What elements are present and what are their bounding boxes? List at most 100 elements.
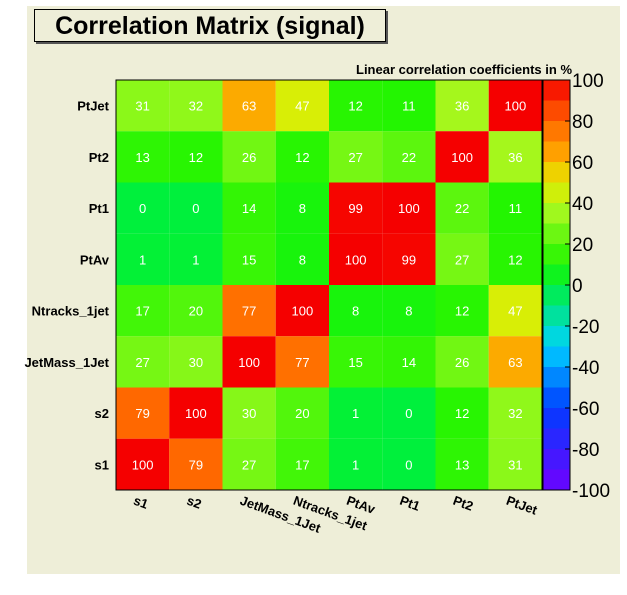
heatmap-cell [435, 387, 489, 439]
cell-value-label: 27 [135, 355, 149, 370]
heatmap-cell [329, 438, 383, 490]
cell-value-label: 1 [352, 457, 359, 472]
title-box: Correlation Matrix (signal) [34, 9, 386, 42]
chart-subtitle: Linear correlation coefficients in % [356, 62, 572, 77]
cell-value-label: 31 [135, 99, 149, 114]
colorbar-segment [543, 367, 570, 388]
cell-value-label: 0 [139, 201, 146, 216]
heatmap-cell [222, 387, 276, 439]
heatmap-cell [435, 80, 489, 132]
colorbar-tick-label: -60 [572, 399, 599, 420]
cell-value-label: 8 [405, 304, 412, 319]
heatmap-cell [329, 233, 383, 285]
colorbar-tick-label: 100 [572, 71, 604, 92]
heatmap-cell [116, 182, 170, 234]
heatmap-cell [169, 131, 223, 183]
colorbar-segment [543, 264, 570, 286]
y-tick-label: s1 [95, 457, 109, 472]
heatmap-cell [382, 233, 436, 285]
chart-title: Correlation Matrix (signal) [55, 12, 365, 40]
heatmap-cell [116, 80, 170, 132]
colorbar-segment [543, 223, 570, 245]
cell-value-label: 8 [299, 201, 306, 216]
cell-value-label: 63 [508, 355, 522, 370]
heatmap-cell [222, 131, 276, 183]
cell-value-label: 13 [135, 150, 149, 165]
cell-value-label: 12 [295, 150, 309, 165]
colorbar-segment [543, 449, 570, 470]
colorbar-tick-label: 80 [572, 112, 593, 133]
heatmap-cell [382, 387, 436, 439]
x-tick-label: Pt2 [451, 493, 475, 514]
cell-value-label: 11 [509, 201, 523, 216]
heatmap-cell [488, 233, 542, 285]
colorbar-tick-label: 40 [572, 194, 593, 215]
colorbar-tick-label: 0 [572, 276, 583, 297]
heatmap-cell [116, 131, 170, 183]
cell-value-label: 100 [132, 457, 154, 472]
cell-value-label: 100 [451, 150, 473, 165]
heatmap-cell [488, 80, 542, 132]
heatmap-cell [222, 336, 276, 388]
heatmap-cell [169, 233, 223, 285]
x-tick-label: s1 [132, 493, 151, 512]
heatmap-cell [275, 182, 329, 234]
heatmap-cell [169, 182, 223, 234]
cell-value-label: 100 [345, 252, 367, 267]
colorbar-segment [543, 244, 570, 265]
heatmap-cell [382, 336, 436, 388]
heatmap-cell [169, 387, 223, 439]
cell-value-label: 100 [238, 355, 260, 370]
heatmap-cell [116, 387, 170, 439]
cell-value-label: 1 [139, 252, 146, 267]
heatmap-cell [382, 182, 436, 234]
heatmap-cell [329, 336, 383, 388]
heatmap-cell [275, 80, 329, 132]
heatmap-cell [329, 131, 383, 183]
colorbar-segment [543, 203, 570, 224]
colorbar-segment [543, 182, 570, 204]
cell-value-label: 14 [402, 355, 416, 370]
cell-value-label: 8 [352, 304, 359, 319]
heatmap-cell [435, 131, 489, 183]
cell-value-label: 77 [242, 304, 256, 319]
cell-value-label: 79 [135, 406, 149, 421]
cell-value-label: 1 [352, 406, 359, 421]
heatmap-cell [382, 438, 436, 490]
colorbar-segment [543, 162, 570, 183]
heatmap-cell [435, 182, 489, 234]
heatmap-cell [116, 438, 170, 490]
heatmap-cell [488, 387, 542, 439]
heatmap-cell [275, 233, 329, 285]
cell-value-label: 36 [455, 99, 469, 114]
colorbar-segment [543, 285, 570, 306]
heatmap-cell [488, 336, 542, 388]
colorbar-tick-label: 20 [572, 235, 593, 256]
cell-value-label: 100 [185, 406, 207, 421]
heatmap-cell [116, 233, 170, 285]
heatmap-cell [382, 285, 436, 337]
heatmap-cell [488, 285, 542, 337]
cell-value-label: 100 [292, 304, 314, 319]
heatmap-cell [169, 80, 223, 132]
colorbar-segment [543, 408, 570, 429]
heatmap-cell [435, 336, 489, 388]
y-tick-label: Pt1 [89, 201, 109, 216]
cell-value-label: 0 [405, 406, 412, 421]
heatmap-cell [382, 131, 436, 183]
heatmap-cell [488, 182, 542, 234]
heatmap-cell [275, 438, 329, 490]
y-tick-label: Pt2 [89, 150, 109, 165]
heatmap-cell [329, 182, 383, 234]
cell-value-label: 79 [189, 457, 203, 472]
x-tick-label: s2 [185, 493, 204, 512]
heatmap-cell [329, 387, 383, 439]
cell-value-label: 30 [242, 406, 256, 421]
cell-value-label: 30 [189, 355, 203, 370]
x-tick-label: PtJet [504, 493, 540, 518]
cell-value-label: 27 [242, 457, 256, 472]
colorbar-segment [543, 428, 570, 450]
cell-value-label: 20 [189, 304, 203, 319]
heatmap-cell [222, 182, 276, 234]
heatmap-cell [435, 438, 489, 490]
